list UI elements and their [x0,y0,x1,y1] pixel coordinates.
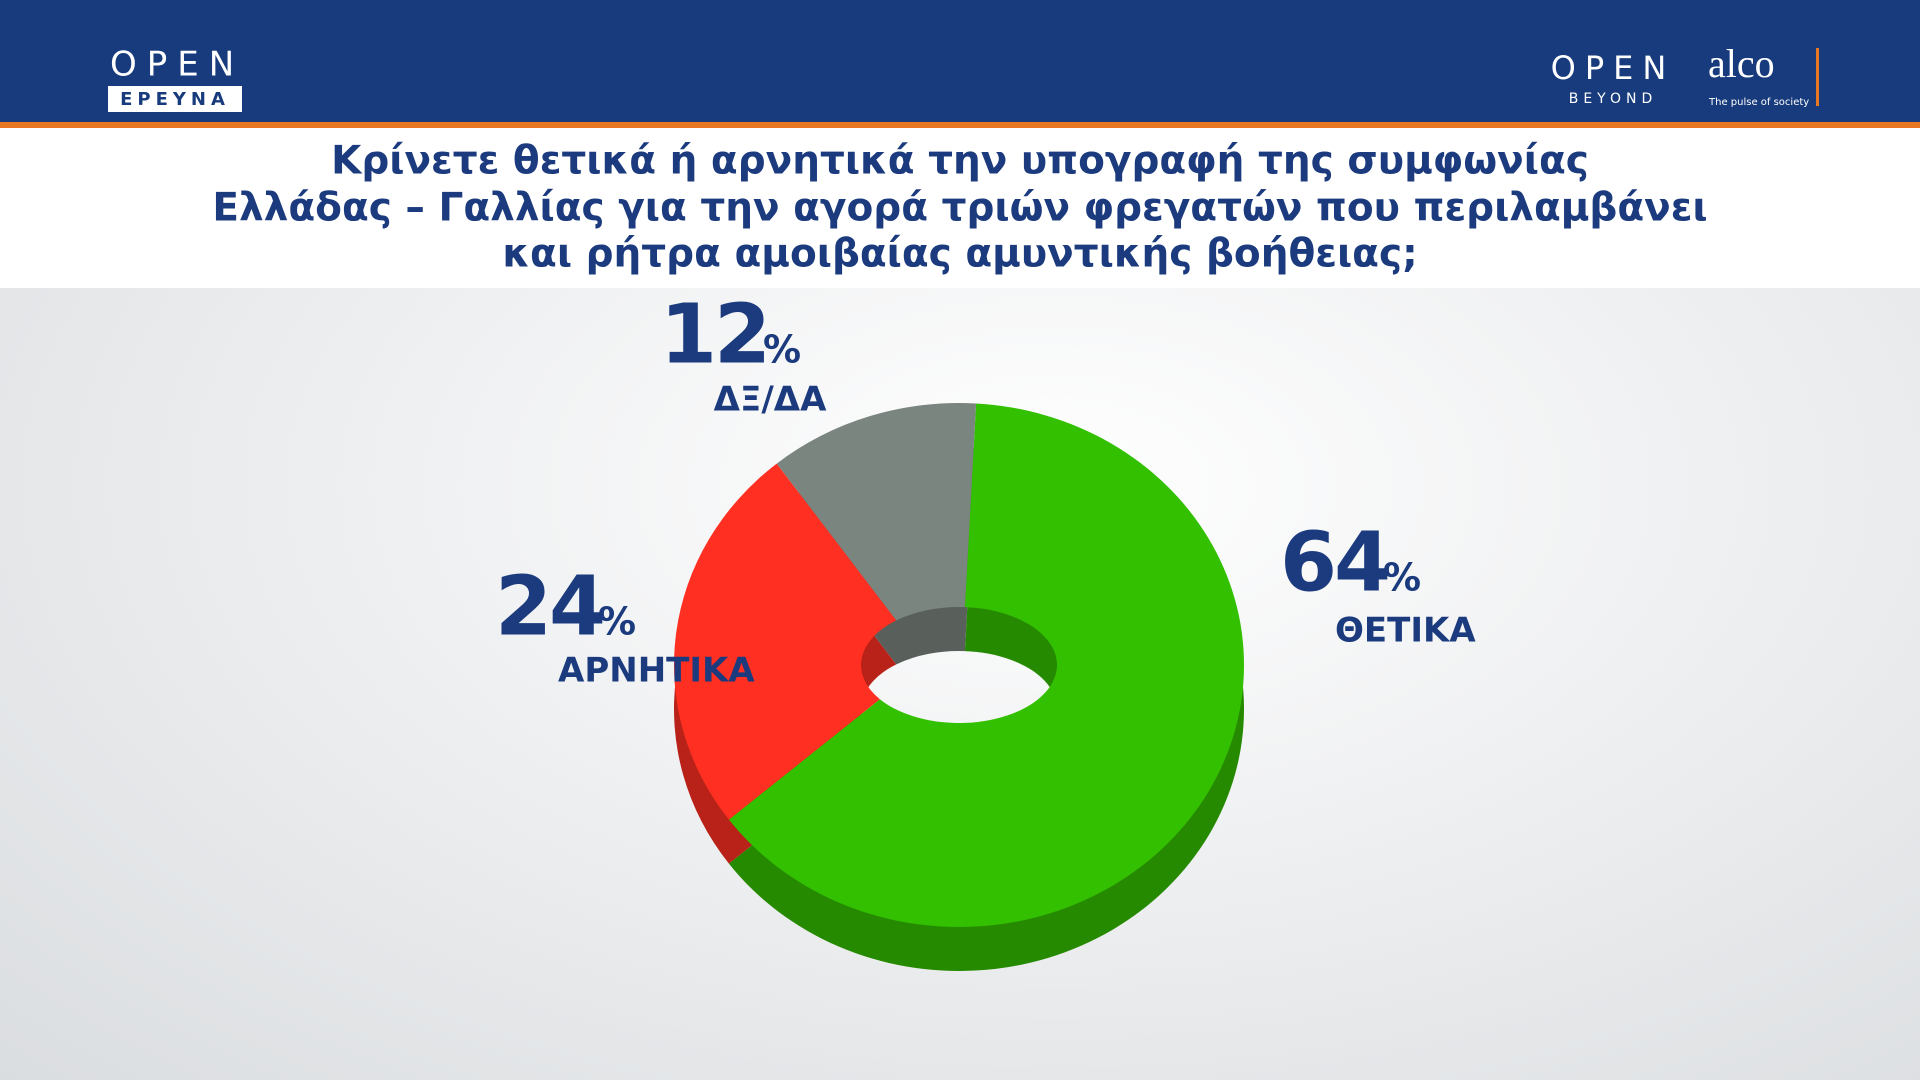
value-unit: % [763,328,801,372]
slice [728,403,1244,928]
partner-tagline: The pulse of society [1708,97,1809,108]
logo: OPEN [1551,49,1676,87]
value-label: 12 [660,287,768,382]
logo: OPEN [110,45,244,85]
value-label: 64 [1280,515,1388,610]
partner-logo: alco [1708,41,1775,86]
slice [776,403,977,621]
category-label: ΘΕΤΙΚΑ [1335,611,1476,651]
header-accent [0,122,1920,128]
divider [1816,48,1819,106]
logo-badge [108,86,242,112]
value-unit: % [1383,556,1421,600]
slice [674,463,897,820]
logo-sub: ΕΡΕΥΝΑ [120,89,230,110]
category-label: ΔΞ/ΔΑ [714,380,828,420]
logo-sub: BEYOND [1569,91,1658,107]
chart-title: Ελλάδας – Γαλλίας για την αγορά τριών φρ… [212,186,1707,231]
chart-title: και ρήτρα αμοιβαίας αμυντικής βοήθειας; [502,232,1417,277]
value-unit: % [598,600,636,644]
header-bar [0,0,1920,125]
donut: 64% ΘΕΤΙΚΑ 24% ΑΡΝΗΤΙΚΑ 12% ΔΞ/ΔΑ [495,287,1476,972]
category-label: ΑΡΝΗΤΙΚΑ [558,651,755,691]
title-band [0,128,1920,288]
value-label: 24 [495,559,603,654]
chart-title: Κρίνετε θετικά ή αρνητικά την υπογραφή τ… [331,139,1589,184]
